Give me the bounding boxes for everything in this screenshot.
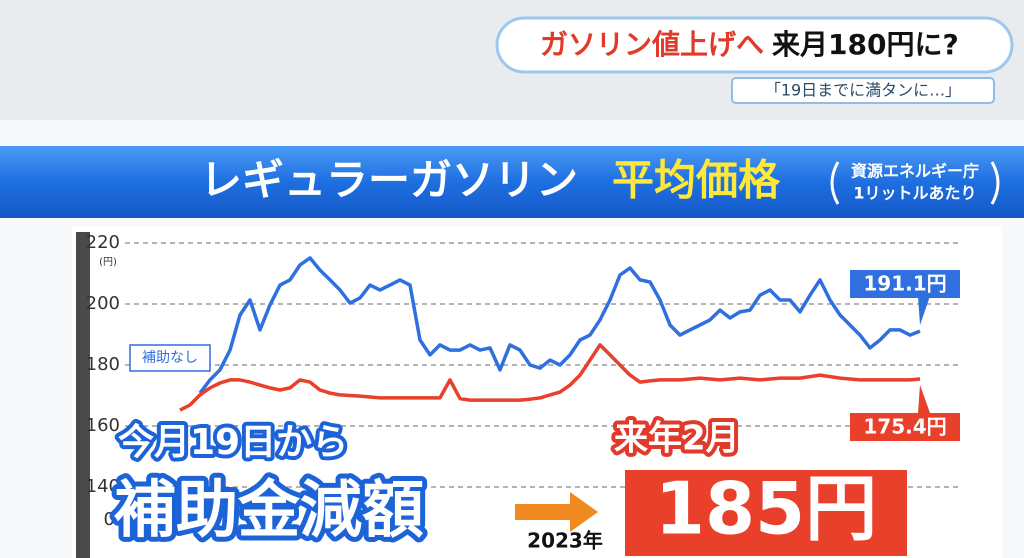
- subline: 「19日までに満タンに…」: [765, 81, 961, 100]
- label-pointer: [918, 385, 930, 413]
- title-band: [0, 146, 1024, 218]
- price-box: [625, 470, 907, 556]
- from-text: 今月19日から: [118, 422, 348, 463]
- end-label-box: [850, 270, 960, 298]
- subline-box: [731, 77, 995, 104]
- x-label-box: [515, 522, 615, 558]
- overlay: 2023年 今月19日から 補助金減額 来年2月 185円: [109, 415, 907, 558]
- headline-box: [495, 16, 1014, 74]
- end-label-box: [850, 413, 960, 441]
- price-text: 185円: [655, 467, 877, 551]
- y-break-tick: 0: [104, 509, 115, 530]
- x-label: 2023年: [527, 529, 603, 553]
- y-unit: (円): [99, 257, 117, 268]
- source-note: 1リットルあたり: [853, 184, 976, 203]
- when-text: 来年2月: [614, 419, 740, 459]
- paren-left: [830, 161, 840, 205]
- headline-red: ガソリン値上げへ: [540, 28, 764, 61]
- legend-label: 補助なし: [142, 350, 198, 366]
- y-tick-label: 160: [86, 415, 120, 436]
- chart-title: レギュラーガソリン: [200, 156, 578, 205]
- label-pointer: [918, 296, 930, 326]
- y-tick-label: 140: [86, 476, 120, 497]
- legend-box: [129, 344, 211, 372]
- chart-title-highlight: 平均価格: [612, 156, 781, 205]
- series-line: [179, 343, 921, 412]
- y-tick-label: 180: [86, 354, 120, 375]
- paren-right: [990, 161, 1000, 205]
- axis-strip: [76, 232, 90, 558]
- headline-black: 来月180円に?: [772, 28, 959, 61]
- y-tick-label: 200: [86, 293, 120, 314]
- arrow: [515, 492, 598, 532]
- end-label: 191.1円: [863, 272, 946, 296]
- end-label: 175.4円: [863, 415, 946, 439]
- source-note: 資源エネルギー庁: [851, 162, 979, 181]
- series-line: [198, 256, 921, 395]
- main-text: 補助金減額: [114, 473, 424, 546]
- y-tick-label: 220: [86, 232, 120, 253]
